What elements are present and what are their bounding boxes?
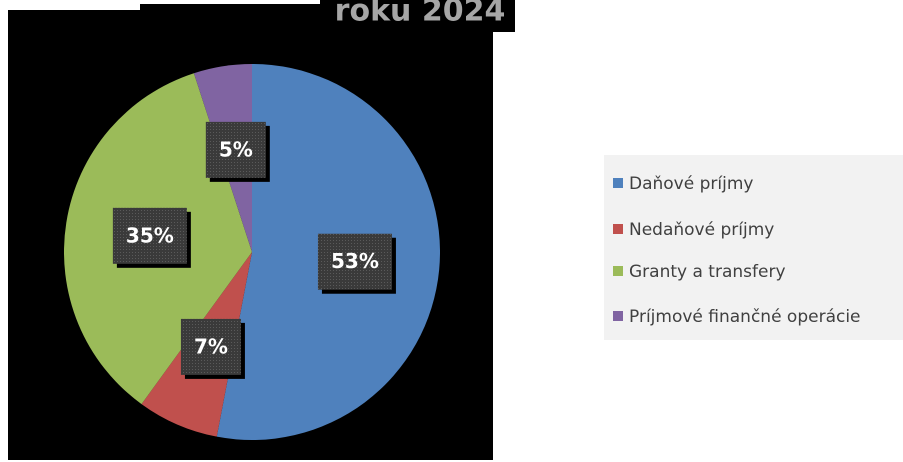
legend-swatch: [613, 311, 623, 321]
legend-box: [604, 155, 903, 340]
legend-swatch: [613, 178, 623, 188]
legend-label: Nedaňové príjmy: [629, 220, 774, 240]
legend-label: Daňové príjmy: [629, 174, 753, 194]
data-label: 5%: [219, 137, 253, 161]
title-background: [140, 4, 340, 14]
data-label: 53%: [331, 249, 379, 273]
data-label-box: [317, 233, 392, 290]
data-label: 7%: [194, 334, 228, 358]
data-label-box: [180, 318, 241, 375]
data-label-box: [112, 207, 187, 264]
chart-title: roku 2024: [335, 0, 506, 29]
legend-label: Granty a transfery: [629, 262, 786, 282]
legend-label: Príjmové finančné operácie: [629, 307, 861, 327]
legend-swatch: [613, 266, 623, 276]
data-label: 35%: [126, 223, 174, 247]
title-background: [320, 0, 515, 32]
data-label-box: [205, 121, 266, 178]
legend-swatch: [613, 224, 623, 234]
